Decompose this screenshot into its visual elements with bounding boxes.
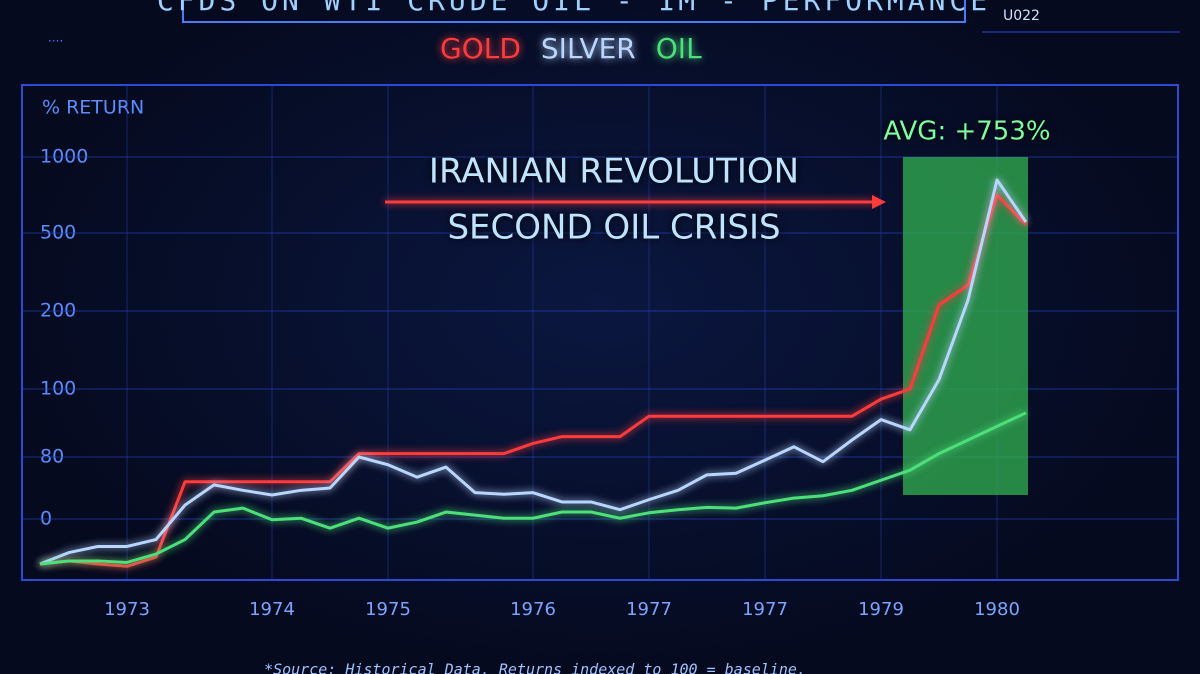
series-line xyxy=(39,411,1027,566)
legend-entry: SILVER xyxy=(541,32,636,65)
plot-frame xyxy=(21,84,1179,581)
chart-title: CFDS ON WTI CRUDE OIL - 1M - PERFORMANCE xyxy=(157,0,991,17)
x-tick-label: 1973 xyxy=(104,599,150,620)
annotation: IRANIAN REVOLUTION xyxy=(429,152,799,192)
series-line xyxy=(39,178,1028,566)
title-frame xyxy=(182,0,966,23)
code-label: U022 xyxy=(1003,8,1040,24)
annotation: SECOND OIL CRISIS xyxy=(447,208,780,248)
y-axis-label: % RETURN xyxy=(42,97,144,119)
x-tick-label: 1977 xyxy=(626,599,672,620)
x-tick-label: 1977 xyxy=(742,599,788,620)
highlight-region xyxy=(903,157,1028,495)
x-tick-label: 1980 xyxy=(974,599,1020,620)
x-tick-label: 1976 xyxy=(510,599,556,620)
avg-annotation: AVG: +753% xyxy=(883,117,1050,147)
x-tick-label: 1979 xyxy=(858,599,904,620)
footnote: *Source: Historical Data. Returns indexe… xyxy=(264,661,806,674)
decoration: .... xyxy=(48,31,63,45)
legend: GOLD SILVER OIL xyxy=(440,32,702,65)
x-tick-label: 1974 xyxy=(249,599,295,620)
legend-entry: OIL xyxy=(656,32,702,65)
legend-entry: GOLD xyxy=(440,32,521,65)
arrow-head xyxy=(872,195,886,209)
lines xyxy=(39,178,1028,568)
series-line xyxy=(39,193,1028,568)
x-tick-label: 1975 xyxy=(365,599,411,620)
